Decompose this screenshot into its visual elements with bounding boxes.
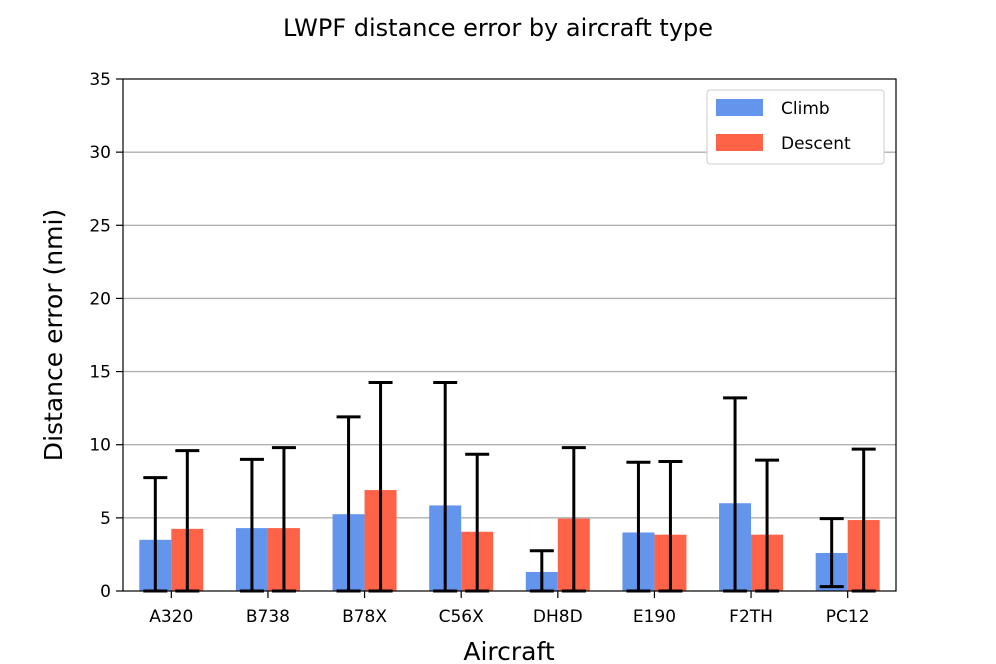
y-tick-label: 0	[100, 582, 111, 602]
x-tick-label: B738	[246, 607, 290, 627]
x-tick-label: C56X	[439, 607, 485, 627]
y-tick-label: 25	[89, 216, 111, 236]
x-tick-label: F2TH	[729, 607, 773, 627]
x-tick-label: PC12	[826, 607, 870, 627]
x-tick-label: DH8D	[533, 607, 583, 627]
y-tick-label: 20	[89, 289, 111, 309]
y-axis-ticks: 0 5 10 15 20 25 30 35	[89, 70, 123, 602]
grid-layer	[123, 151, 896, 519]
x-tick-label: B78X	[342, 607, 387, 627]
chart-title: LWPF distance error by aircraft type	[283, 14, 713, 42]
y-tick-label: 35	[89, 70, 111, 90]
legend-swatch-climb	[716, 99, 763, 116]
legend-swatch-descent	[716, 134, 763, 151]
y-tick-label: 15	[89, 363, 111, 383]
legend-label-climb: Climb	[781, 99, 830, 119]
x-tick-label: A320	[149, 607, 193, 627]
legend-label-descent: Descent	[781, 134, 851, 154]
y-tick-label: 30	[89, 143, 111, 163]
error-bar-layer	[143, 381, 876, 593]
y-tick-label: 10	[89, 436, 111, 456]
x-tick-label: E190	[633, 607, 676, 627]
bar-layer	[139, 490, 880, 591]
x-axis-ticks: A320 B738 B78X C56X DH8D E190 F2TH PC12	[149, 591, 870, 627]
y-axis-title: Distance error (nmi)	[39, 209, 68, 461]
y-tick-label: 5	[100, 509, 111, 529]
x-axis-title: Aircraft	[463, 637, 554, 664]
plot-frame	[122, 78, 897, 592]
legend: Climb Descent	[706, 89, 885, 165]
